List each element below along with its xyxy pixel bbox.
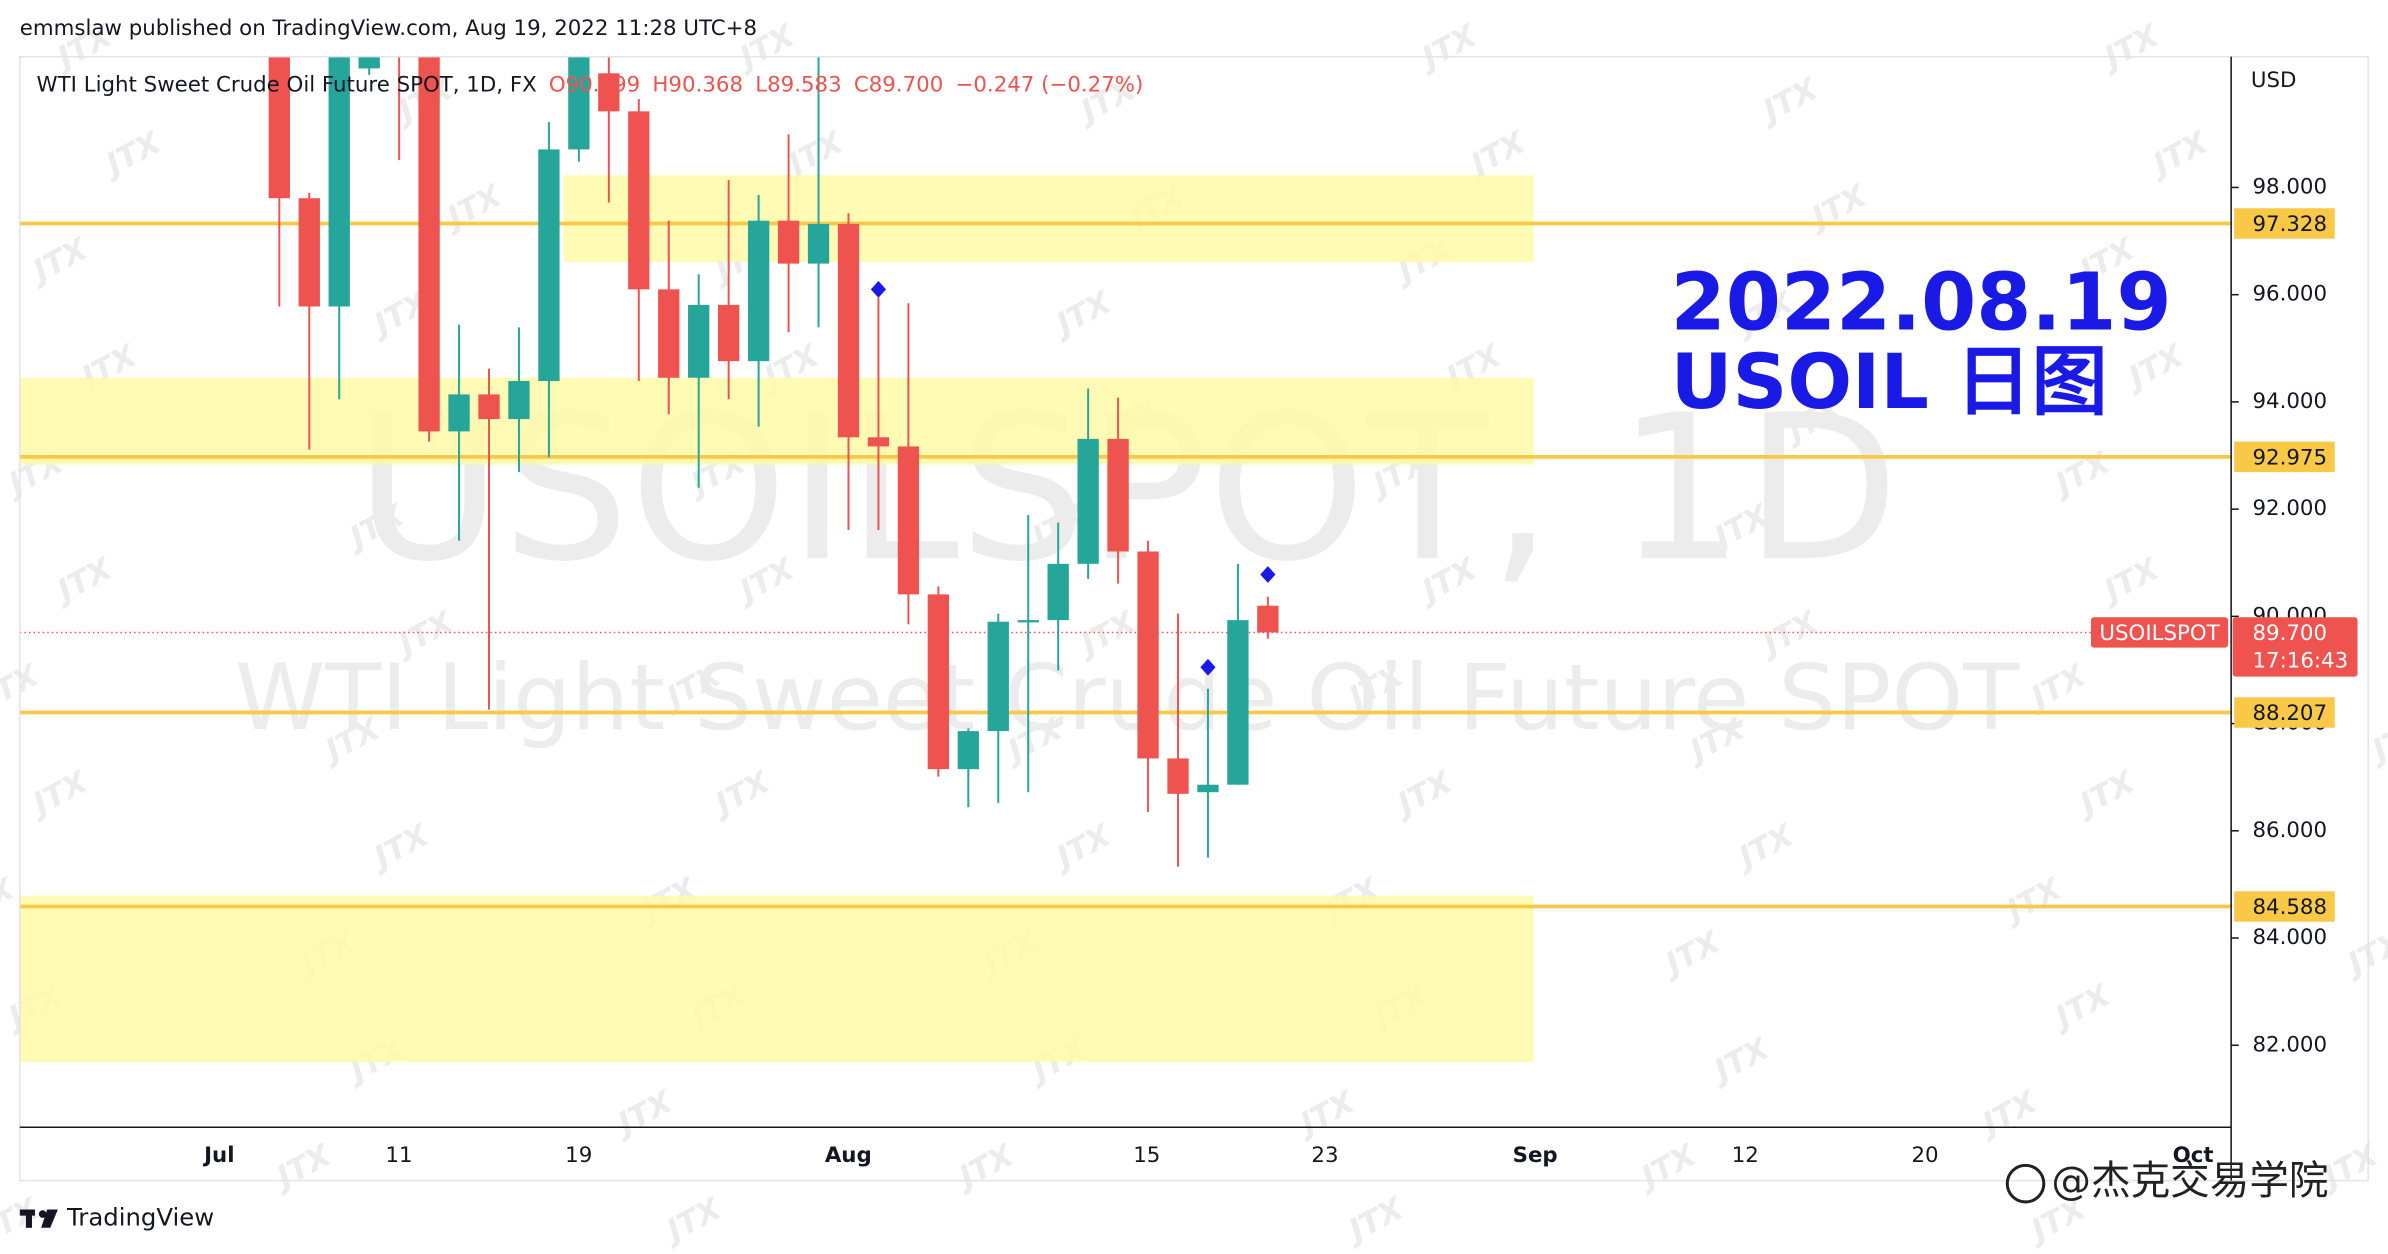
candle-body — [777, 220, 800, 264]
signal-marker — [1260, 566, 1276, 583]
candle-body — [717, 304, 740, 362]
publisher-line: emmslaw published on TradingView.com, Au… — [20, 16, 757, 41]
tradingview-logo: TradingView — [19, 1203, 214, 1232]
candle-body — [807, 223, 830, 264]
candle-body — [688, 304, 710, 378]
candle-body — [837, 223, 860, 438]
legend-change: −0.247 (−0.27%) — [956, 73, 1144, 98]
annotation-date: 2022.08.19 — [1671, 255, 2172, 348]
candle-body — [298, 198, 320, 307]
signal-marker — [870, 280, 887, 298]
y-tick-label: 98.000 — [2252, 174, 2327, 199]
brand: TradingView — [66, 1203, 214, 1232]
frame — [19, 55, 2369, 1182]
candle-body — [1257, 605, 1279, 633]
x-tick-label: Jul — [202, 1143, 234, 1168]
candle-body — [538, 149, 560, 382]
legend-low: L89.583 — [755, 73, 841, 98]
level-label: 92.975 — [2252, 445, 2327, 470]
candle-body — [1017, 620, 1039, 623]
candle-body — [478, 394, 500, 420]
candle-body — [897, 446, 920, 595]
candle-body — [1197, 784, 1219, 793]
candle-body — [658, 289, 680, 378]
legend-open: O90.199 — [549, 73, 640, 98]
zone — [19, 895, 1534, 1062]
description-watermark: WTI Light Sweet Crude Oil Future SPOT — [235, 644, 2020, 751]
candle-body — [568, 56, 590, 150]
x-tick-label: 11 — [385, 1143, 412, 1168]
candle-body — [1077, 438, 1099, 564]
last-price-box — [2232, 617, 2358, 677]
last-price-label: 89.700 — [2252, 621, 2327, 646]
level-label-box — [2234, 441, 2335, 473]
level-label-box — [2234, 208, 2335, 239]
candle-body — [1137, 551, 1159, 759]
x-tick-label: Aug — [825, 1143, 872, 1168]
y-tick-label: 84.000 — [2252, 925, 2327, 950]
zone — [563, 175, 1534, 262]
candle-body — [628, 111, 650, 290]
candle-body — [1227, 620, 1249, 785]
candle-body — [328, 56, 350, 307]
candle-body — [358, 56, 380, 69]
x-tick-label: 23 — [1311, 1143, 1338, 1168]
y-tick-label: 96.000 — [2252, 282, 2327, 307]
level-label-box — [2234, 891, 2335, 922]
y-tick-label: 92.000 — [2252, 496, 2327, 521]
candle-body — [268, 56, 290, 199]
legend-title: WTI Light Sweet Crude Oil Future SPOT, 1… — [37, 73, 537, 98]
candle-body — [1167, 758, 1189, 794]
candle-body — [418, 56, 440, 432]
candle-body — [747, 220, 770, 362]
annotation-title: USOIL 日图 — [1671, 337, 2108, 426]
x-tick-label: Sep — [1513, 1143, 1558, 1168]
logo-mark — [41, 1209, 58, 1228]
y-tick-label: 94.000 — [2252, 389, 2327, 414]
level-label: 84.588 — [2252, 895, 2327, 920]
symbol-box — [2091, 617, 2229, 648]
logo-mark — [25, 1209, 32, 1228]
candle-body — [508, 381, 530, 420]
symbol-label: USOILSPOT — [2099, 621, 2220, 646]
candle-body — [598, 73, 620, 112]
candle-body — [987, 621, 1009, 732]
y-tick-label: 82.000 — [2252, 1032, 2327, 1057]
x-tick-label: 15 — [1133, 1143, 1160, 1168]
x-tick-label: Oct — [2173, 1143, 2214, 1168]
x-tick-label: 12 — [1732, 1143, 1759, 1168]
y-tick-label: 86.000 — [2252, 818, 2327, 843]
credit-logo — [2005, 1163, 2046, 1204]
candle-body — [867, 437, 890, 447]
logo-mark — [38, 1210, 47, 1218]
x-tick-label: 19 — [565, 1143, 592, 1168]
candle-body — [927, 594, 950, 770]
legend-close: C89.700 — [854, 73, 943, 98]
candle-body — [448, 394, 470, 432]
candle-body — [1107, 438, 1129, 552]
candle-body — [957, 731, 979, 770]
level-label: 97.328 — [2252, 212, 2327, 237]
signal-marker — [1200, 658, 1216, 676]
plot-area: USOILSPOT, 1D WTI Light Sweet Crude Oil … — [19, 56, 2232, 1062]
countdown-label: 17:16:43 — [2252, 648, 2348, 673]
level-label: 88.207 — [2252, 701, 2327, 726]
level-label-box — [2234, 697, 2335, 728]
credit: @杰克交易学院 — [2051, 1158, 2328, 1204]
currency-label: USD — [2251, 68, 2297, 93]
legend-high: H90.368 — [652, 73, 743, 98]
x-tick-label: 20 — [1911, 1143, 1938, 1168]
zone — [19, 377, 1534, 465]
candle-body — [1047, 563, 1069, 621]
legend-line: WTI Light Sweet Crude Oil Future SPOT, 1… — [37, 73, 1144, 98]
